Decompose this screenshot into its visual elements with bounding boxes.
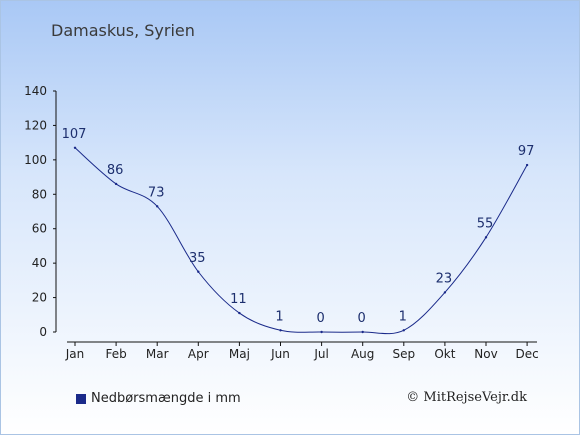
x-tick-label: Jan <box>65 347 85 361</box>
data-label: 107 <box>62 127 87 142</box>
data-point <box>197 270 200 273</box>
y-tick-label: 60 <box>32 222 47 236</box>
y-tick-label: 0 <box>39 325 47 339</box>
data-label: 97 <box>518 144 535 159</box>
legend-swatch <box>76 393 86 404</box>
data-label: 55 <box>477 216 494 231</box>
data-label: 73 <box>148 185 165 200</box>
data-label: 23 <box>436 271 453 286</box>
data-point <box>525 163 529 167</box>
data-point <box>238 311 241 315</box>
x-tick-label: Feb <box>105 347 126 361</box>
x-tick-label: Dec <box>515 347 538 361</box>
x-tick-label: Okt <box>434 347 455 361</box>
x-tick-label: Maj <box>229 347 250 361</box>
data-label: 35 <box>189 251 206 266</box>
x-tick-label: Nov <box>474 347 497 361</box>
data-point <box>402 329 405 332</box>
data-point <box>279 329 282 332</box>
y-tick-label: 40 <box>32 256 47 270</box>
data-label: 0 <box>316 311 324 326</box>
data-point <box>484 236 488 239</box>
y-tick-label: 140 <box>24 84 47 98</box>
data-point <box>361 330 364 334</box>
y-tick-label: 120 <box>24 118 47 132</box>
credit-text: © MitRejseVejr.dk <box>406 390 527 405</box>
y-axis-ticks: 0 20 40 60 80 100 120 140 <box>24 84 56 339</box>
data-point <box>443 291 447 294</box>
data-label: 0 <box>358 311 366 326</box>
y-tick-label: 80 <box>32 187 47 201</box>
legend-label: Nedbørsmængde i mm <box>91 391 241 406</box>
y-tick-label: 100 <box>24 153 47 167</box>
data-label: 86 <box>107 163 124 178</box>
x-tick-label: Aug <box>351 347 374 361</box>
x-axis-ticks: Jan Feb Mar Apr Maj Jun Jul Aug Sep Okt Nov Dec <box>65 342 539 361</box>
x-tick-label: Mar <box>146 347 169 361</box>
x-tick-label: Apr <box>188 347 209 361</box>
data-point <box>114 182 118 186</box>
x-tick-label: Jun <box>270 347 290 361</box>
data-point <box>73 146 77 150</box>
data-point <box>320 330 323 334</box>
legend: Nedbørsmængde i mm <box>76 391 241 406</box>
data-label: 1 <box>399 309 407 324</box>
data-label: 1 <box>275 309 283 324</box>
series-group <box>73 146 529 335</box>
series-line <box>74 147 528 335</box>
axes <box>55 91 537 343</box>
data-label: 11 <box>230 292 247 307</box>
x-tick-label: Jul <box>313 347 328 361</box>
data-point <box>156 205 159 208</box>
x-tick-label: Sep <box>392 347 415 361</box>
y-tick-label: 20 <box>32 291 47 305</box>
chart-title: Damaskus, Syrien <box>51 21 195 40</box>
